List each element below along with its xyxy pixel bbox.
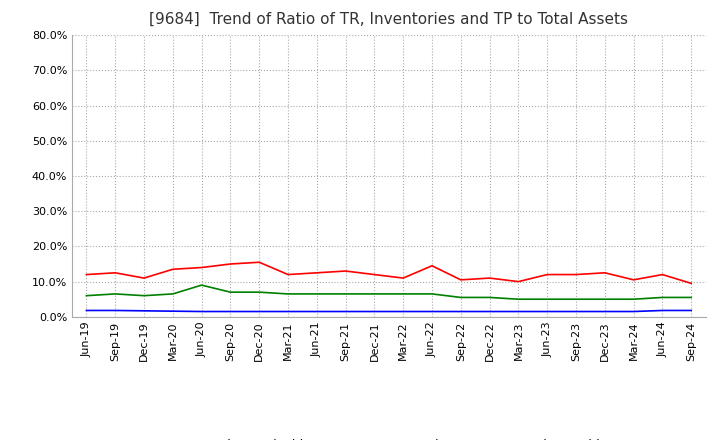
Trade Receivables [687,281,696,286]
Trade Payables [428,291,436,297]
Trade Receivables [456,277,465,282]
Inventories [428,309,436,314]
Trade Receivables [255,260,264,265]
Trade Receivables [600,270,609,275]
Legend: Trade Receivables, Inventories, Trade Payables: Trade Receivables, Inventories, Trade Pa… [158,434,619,440]
Line: Trade Payables: Trade Payables [86,285,691,299]
Trade Receivables [111,270,120,275]
Trade Receivables [341,268,350,274]
Inventories [255,309,264,314]
Trade Receivables [284,272,292,277]
Trade Receivables [399,275,408,281]
Trade Payables [312,291,321,297]
Inventories [111,308,120,313]
Inventories [658,308,667,313]
Trade Payables [197,282,206,288]
Title: [9684]  Trend of Ratio of TR, Inventories and TP to Total Assets: [9684] Trend of Ratio of TR, Inventories… [149,12,629,27]
Trade Payables [658,295,667,300]
Inventories [687,308,696,313]
Trade Payables [600,297,609,302]
Trade Payables [399,291,408,297]
Trade Payables [82,293,91,298]
Inventories [168,308,177,314]
Inventories [82,308,91,313]
Trade Payables [456,295,465,300]
Trade Payables [687,295,696,300]
Trade Receivables [428,263,436,268]
Trade Receivables [168,267,177,272]
Inventories [341,309,350,314]
Inventories [485,309,494,314]
Trade Payables [226,290,235,295]
Trade Receivables [543,272,552,277]
Trade Receivables [312,270,321,275]
Trade Payables [629,297,638,302]
Inventories [370,309,379,314]
Inventories [629,309,638,314]
Inventories [140,308,148,313]
Inventories [312,309,321,314]
Trade Receivables [197,265,206,270]
Inventories [226,309,235,314]
Inventories [456,309,465,314]
Trade Payables [140,293,148,298]
Trade Payables [485,295,494,300]
Trade Receivables [82,272,91,277]
Inventories [572,309,580,314]
Inventories [399,309,408,314]
Trade Payables [341,291,350,297]
Inventories [284,309,292,314]
Trade Receivables [485,275,494,281]
Trade Receivables [370,272,379,277]
Trade Payables [255,290,264,295]
Trade Receivables [140,275,148,281]
Trade Receivables [514,279,523,284]
Trade Payables [514,297,523,302]
Trade Payables [543,297,552,302]
Trade Payables [370,291,379,297]
Trade Payables [572,297,580,302]
Line: Inventories: Inventories [86,311,691,312]
Inventories [514,309,523,314]
Trade Receivables [629,277,638,282]
Inventories [600,309,609,314]
Trade Receivables [226,261,235,267]
Trade Receivables [658,272,667,277]
Trade Payables [168,291,177,297]
Inventories [543,309,552,314]
Trade Receivables [572,272,580,277]
Line: Trade Receivables: Trade Receivables [86,262,691,283]
Trade Payables [111,291,120,297]
Trade Payables [284,291,292,297]
Inventories [197,309,206,314]
